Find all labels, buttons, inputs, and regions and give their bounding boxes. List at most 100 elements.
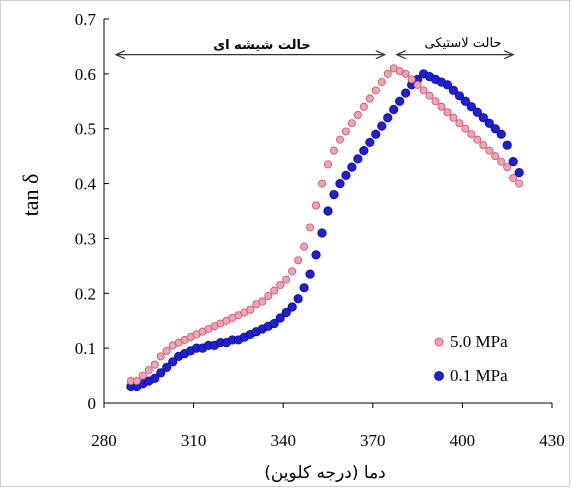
legend-marker-series-5mpa xyxy=(434,337,444,347)
series-5mpa-point xyxy=(318,179,327,188)
series-0-1mpa-point xyxy=(442,80,453,90)
x-tick-label: 430 xyxy=(539,431,565,450)
series-5mpa-point xyxy=(419,86,428,95)
glassy-arrow-arrowhead-left xyxy=(114,50,126,60)
series-5mpa-point xyxy=(479,141,488,150)
series-0-1mpa-point xyxy=(329,189,339,200)
series-5mpa-point xyxy=(485,146,494,155)
series-5mpa-point xyxy=(365,94,374,103)
series-0-1mpa-point xyxy=(502,140,512,150)
series-0-1mpa-point xyxy=(389,104,399,115)
y-axis-label: tan δ xyxy=(18,174,43,217)
series-5mpa-point xyxy=(294,256,303,265)
series-5mpa-point xyxy=(359,102,368,111)
legend-marker-series-0-1mpa xyxy=(434,371,444,381)
series-0-1mpa-point xyxy=(460,96,470,106)
series-0-1mpa-point xyxy=(269,318,279,329)
series-0-1mpa-point xyxy=(490,124,500,134)
series-5mpa-point xyxy=(425,91,434,100)
series-5mpa-point xyxy=(443,108,452,117)
plot-layer: 0 0.1 0.2 0.3 0.4 0.5 0.6 0.7 280 310 340 370 400 430… xyxy=(75,10,565,450)
y-tick-label: 0.4 xyxy=(75,175,97,194)
series-5mpa-point xyxy=(467,130,476,139)
series-5mpa-point xyxy=(335,135,344,144)
series-0-1mpa-point xyxy=(508,157,518,167)
series-5mpa-point xyxy=(491,152,500,161)
series-0-1mpa-point xyxy=(371,129,381,139)
series-0-1mpa-point xyxy=(299,283,309,293)
series-5mpa-point xyxy=(312,201,321,210)
series-5mpa-point xyxy=(156,352,165,361)
series-5mpa-point xyxy=(353,111,362,120)
series-0-1mpa-point xyxy=(305,269,315,279)
x-axis-label: دما (درجه کلوین) xyxy=(264,463,386,483)
series-5mpa-point xyxy=(246,305,255,314)
x-tick-label: 370 xyxy=(360,431,386,450)
x-tick-label: 400 xyxy=(450,431,476,450)
series-5mpa-point xyxy=(270,286,279,295)
series-0-1mpa-point xyxy=(347,162,357,172)
series-5mpa-point xyxy=(144,366,153,375)
series-5mpa-point xyxy=(449,113,458,122)
series-0-1mpa-point xyxy=(353,154,363,164)
series-5mpa-point xyxy=(509,174,518,183)
y-tick-label: 0.6 xyxy=(75,65,96,84)
series-5mpa-point xyxy=(431,97,440,106)
series-5mpa-point xyxy=(515,179,524,188)
series-5mpa-point xyxy=(276,281,285,290)
series-0-1mpa-point xyxy=(484,118,494,128)
series-0-1mpa-point xyxy=(359,146,369,156)
y-tick-label: 0 xyxy=(88,394,97,413)
series-5mpa-point xyxy=(258,297,267,306)
series-0-1mpa-point xyxy=(168,357,178,367)
series-5mpa-point xyxy=(371,86,380,95)
series-0-1mpa-point xyxy=(478,113,488,123)
x-tick-label: 280 xyxy=(91,431,117,450)
series-5mpa-point xyxy=(377,78,386,87)
series-0-1mpa-point xyxy=(150,373,160,383)
series-0-1mpa-point xyxy=(287,302,297,312)
series-5mpa-point xyxy=(341,127,350,136)
series-0-1mpa-point xyxy=(377,121,387,131)
series-0-1mpa-point xyxy=(395,96,405,106)
series-5mpa-point xyxy=(300,242,309,251)
rubbery-arrow-arrowhead-right xyxy=(503,50,515,60)
series-0-1mpa-point xyxy=(323,206,333,216)
series-5mpa-point xyxy=(383,69,392,78)
y-tick-label: 0.3 xyxy=(75,229,96,248)
series-0-1mpa-point xyxy=(466,102,476,112)
y-tick-label: 0.1 xyxy=(75,339,96,358)
series-0-1mpa-point xyxy=(281,307,291,318)
series-0-1mpa-point xyxy=(311,250,321,260)
legend-label-series-5mpa: 5.0 MPa xyxy=(450,332,508,351)
series-5mpa-point xyxy=(138,371,147,380)
series-0-1mpa-point xyxy=(317,228,327,238)
series-5mpa-point xyxy=(407,75,416,84)
series-0-1mpa-point xyxy=(514,168,524,178)
series-0-1mpa-point xyxy=(341,170,351,180)
series-5mpa-point xyxy=(329,146,338,155)
series-0-1mpa-point xyxy=(454,91,465,101)
rubbery-arrow-arrowhead-left xyxy=(395,50,406,60)
rubbery-region-label: حالت لاستیکی xyxy=(424,36,501,51)
series-5mpa-point xyxy=(497,157,506,166)
series-0-1mpa-point xyxy=(335,178,345,189)
series-5mpa-point xyxy=(437,102,446,111)
series-0-1mpa-point xyxy=(156,368,166,378)
series-5mpa-point xyxy=(323,160,332,169)
series-0-1mpa-point xyxy=(401,88,411,98)
series-0-1mpa-point xyxy=(383,113,393,123)
x-tick-label: 340 xyxy=(270,431,296,450)
series-5mpa-point xyxy=(288,267,297,276)
y-tick-label: 0.2 xyxy=(75,284,96,303)
glassy-region-label: حالت شیشه ای xyxy=(213,38,311,53)
series-5mpa-point xyxy=(162,346,171,355)
series-0-1mpa-point xyxy=(293,294,303,304)
series-0-1mpa-point xyxy=(162,362,172,372)
series-5mpa-point xyxy=(282,275,291,284)
series-5mpa-point xyxy=(306,223,315,232)
y-tick-label: 0.7 xyxy=(75,10,97,29)
series-5mpa-point xyxy=(473,135,482,144)
